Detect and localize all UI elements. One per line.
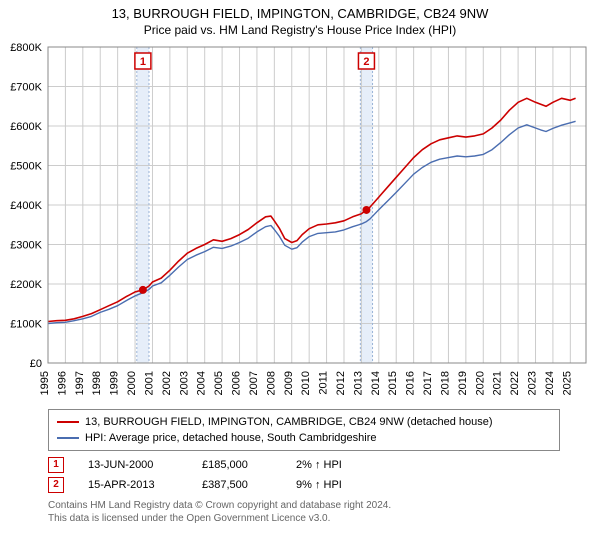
- svg-text:£300K: £300K: [10, 240, 42, 252]
- legend-label: HPI: Average price, detached house, Sout…: [85, 430, 376, 446]
- svg-text:2000: 2000: [126, 371, 138, 395]
- line-chart: £0£100K£200K£300K£400K£500K£600K£700K£80…: [48, 41, 588, 401]
- legend-item: 13, BURROUGH FIELD, IMPINGTON, CAMBRIDGE…: [57, 414, 551, 430]
- footer-line: Contains HM Land Registry data © Crown c…: [48, 499, 588, 512]
- svg-text:2002: 2002: [161, 371, 173, 395]
- svg-text:2012: 2012: [335, 371, 347, 395]
- sale-diff: 9% ↑ HPI: [296, 475, 376, 495]
- svg-text:2016: 2016: [405, 371, 417, 395]
- svg-text:1: 1: [140, 56, 146, 68]
- svg-text:2005: 2005: [213, 371, 225, 395]
- svg-text:2003: 2003: [178, 371, 190, 395]
- page-title: 13, BURROUGH FIELD, IMPINGTON, CAMBRIDGE…: [0, 0, 600, 21]
- svg-text:2025: 2025: [561, 371, 573, 395]
- legend-swatch: [57, 421, 79, 423]
- sale-diff: 2% ↑ HPI: [296, 455, 376, 475]
- svg-text:2014: 2014: [370, 371, 382, 395]
- sale-marker-icon: 2: [48, 477, 64, 493]
- svg-text:£600K: £600K: [10, 121, 42, 133]
- svg-text:£800K: £800K: [10, 42, 42, 54]
- svg-text:£400K: £400K: [10, 200, 42, 212]
- svg-text:2021: 2021: [492, 371, 504, 395]
- footer-line: This data is licensed under the Open Gov…: [48, 512, 588, 525]
- sale-date: 15-APR-2013: [88, 475, 178, 495]
- svg-text:2010: 2010: [300, 371, 312, 395]
- svg-text:2018: 2018: [439, 371, 451, 395]
- svg-text:1998: 1998: [91, 371, 103, 395]
- svg-text:1995: 1995: [39, 371, 51, 395]
- svg-text:1999: 1999: [109, 371, 121, 395]
- sale-price: £185,000: [202, 455, 272, 475]
- svg-text:2011: 2011: [318, 371, 330, 395]
- svg-text:2022: 2022: [509, 371, 521, 395]
- chart-area: £0£100K£200K£300K£400K£500K£600K£700K£80…: [48, 41, 588, 401]
- svg-text:1997: 1997: [74, 371, 86, 395]
- legend-item: HPI: Average price, detached house, Sout…: [57, 430, 551, 446]
- svg-text:2015: 2015: [387, 371, 399, 395]
- svg-text:£0: £0: [30, 358, 42, 370]
- sale-date: 13-JUN-2000: [88, 455, 178, 475]
- svg-text:£200K: £200K: [10, 279, 42, 291]
- svg-text:2009: 2009: [283, 371, 295, 395]
- svg-text:2007: 2007: [248, 371, 260, 395]
- svg-text:2019: 2019: [457, 371, 469, 395]
- svg-text:2006: 2006: [231, 371, 243, 395]
- svg-text:2023: 2023: [527, 371, 539, 395]
- svg-text:2: 2: [363, 56, 369, 68]
- svg-text:2004: 2004: [196, 371, 208, 395]
- table-row: 2 15-APR-2013 £387,500 9% ↑ HPI: [48, 475, 560, 495]
- svg-text:2008: 2008: [265, 371, 277, 395]
- footer: Contains HM Land Registry data © Crown c…: [48, 499, 588, 525]
- svg-text:£700K: £700K: [10, 82, 42, 94]
- svg-text:2017: 2017: [422, 371, 434, 395]
- legend: 13, BURROUGH FIELD, IMPINGTON, CAMBRIDGE…: [48, 409, 560, 451]
- svg-text:£500K: £500K: [10, 161, 42, 173]
- svg-text:2020: 2020: [474, 371, 486, 395]
- svg-text:2013: 2013: [352, 371, 364, 395]
- sale-price: £387,500: [202, 475, 272, 495]
- svg-text:£100K: £100K: [10, 319, 42, 331]
- page-subtitle: Price paid vs. HM Land Registry's House …: [0, 21, 600, 41]
- legend-label: 13, BURROUGH FIELD, IMPINGTON, CAMBRIDGE…: [85, 414, 493, 430]
- svg-text:2001: 2001: [143, 371, 155, 395]
- table-row: 1 13-JUN-2000 £185,000 2% ↑ HPI: [48, 455, 560, 475]
- sale-marker-icon: 1: [48, 457, 64, 473]
- legend-swatch: [57, 437, 79, 439]
- sales-table: 1 13-JUN-2000 £185,000 2% ↑ HPI 2 15-APR…: [48, 455, 560, 495]
- svg-text:2024: 2024: [544, 371, 556, 395]
- svg-text:1996: 1996: [56, 371, 68, 395]
